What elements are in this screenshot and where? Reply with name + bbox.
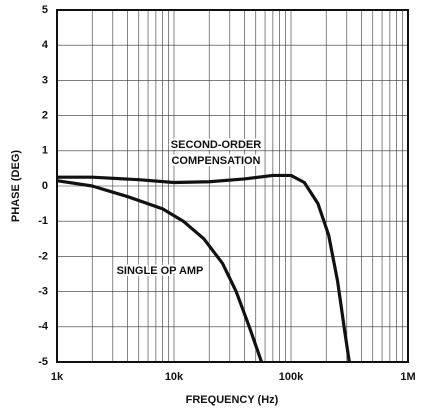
series-line	[56, 179, 264, 363]
x-tick-label: 10k	[165, 371, 184, 383]
y-tick-label: -5	[38, 356, 48, 368]
y-tick-label: 2	[42, 110, 48, 122]
y-tick-label: -1	[38, 215, 48, 227]
series-line	[57, 173, 351, 363]
x-axis-label: FREQUENCY (Hz)	[186, 394, 279, 406]
x-tick-label: 100k	[279, 371, 304, 383]
y-tick-label: -4	[38, 321, 49, 333]
y-tick-label: 1	[42, 145, 48, 157]
y-tick-label: 5	[42, 4, 48, 16]
y-tick-label: -2	[38, 250, 48, 262]
plot-frame	[56, 9, 409, 363]
annotation: SINGLE OP AMP	[117, 265, 204, 277]
x-tick-label: 1k	[51, 371, 64, 383]
y-tick-label: 4	[42, 39, 49, 51]
annotation: COMPENSATION	[171, 155, 260, 167]
x-tick-label: 1M	[400, 371, 415, 383]
annotation: SECOND-ORDER	[171, 139, 262, 151]
y-tick-label: 3	[42, 74, 48, 86]
y-tick-label: -3	[38, 286, 48, 298]
y-tick-label: 0	[42, 180, 48, 192]
y-axis-label: PHASE (DEG)	[10, 150, 22, 222]
